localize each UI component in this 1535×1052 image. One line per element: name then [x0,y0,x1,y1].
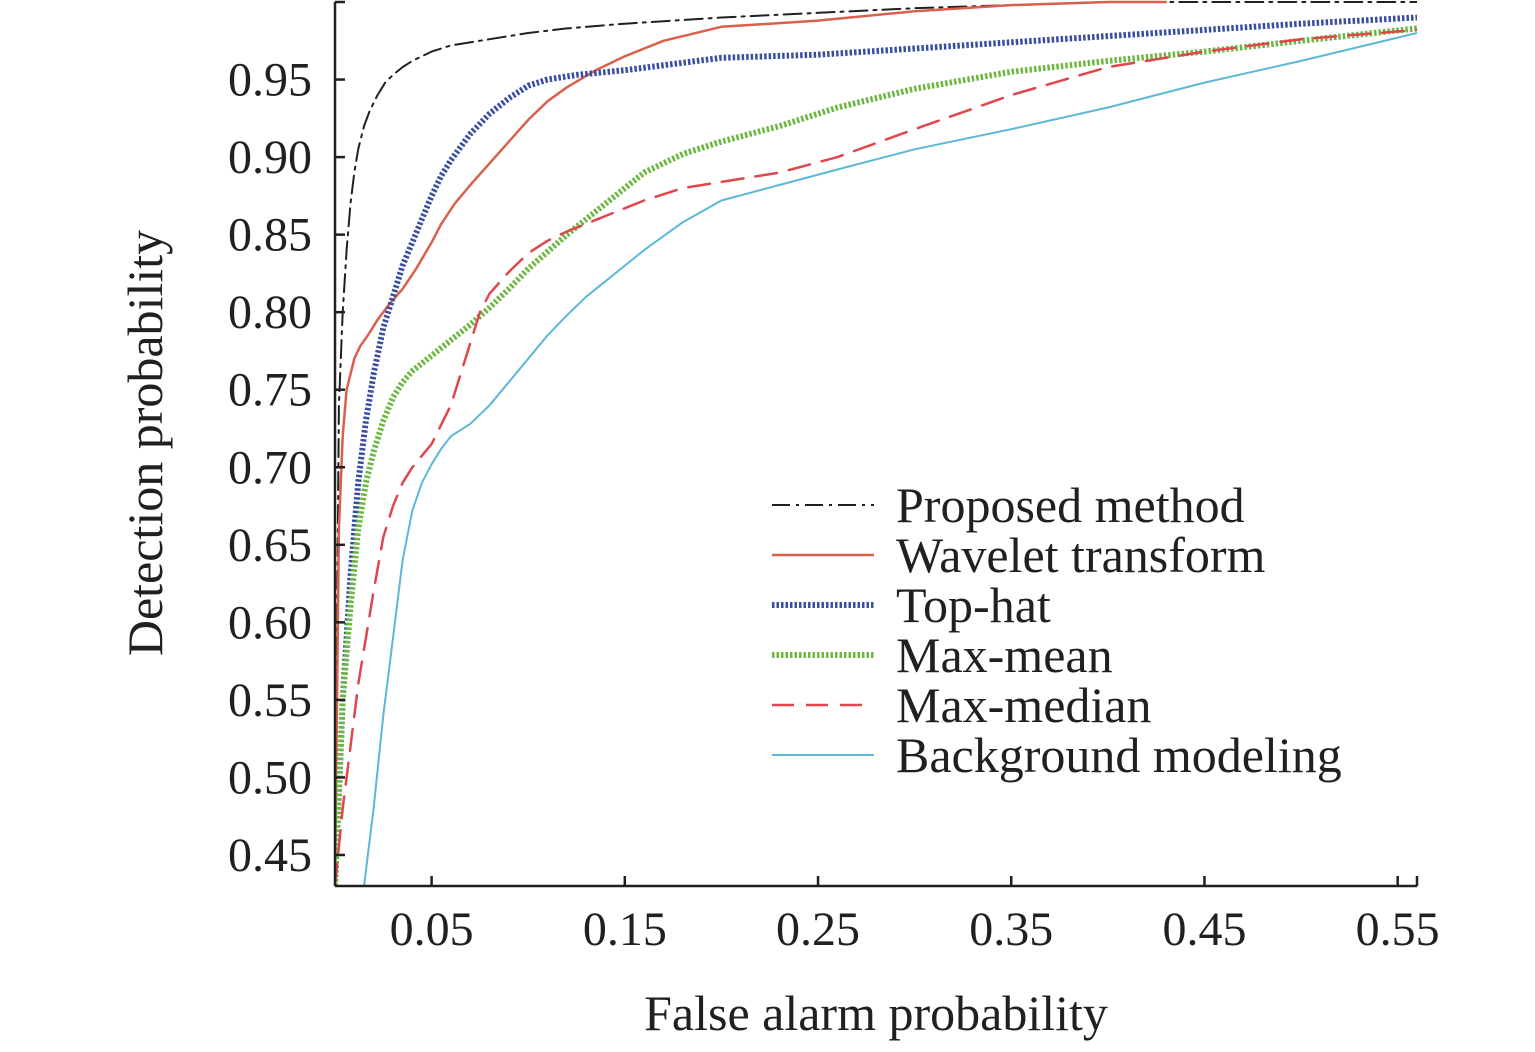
legend-label-max-median: Max-median [896,677,1151,733]
series-line-proposed-method [335,1,1417,886]
y-tick-label: 0.65 [228,519,312,572]
series-line-background-modeling [363,32,1417,886]
x-tick-label: 0.25 [776,903,860,956]
series-line-top-hat [335,14,1417,886]
legend-label-proposed-method: Proposed method [896,477,1245,533]
series-line-wavelet-transform [335,0,1168,886]
legend-label-top-hat: Top-hat [896,577,1051,633]
y-tick-label: 0.80 [228,286,312,339]
series-line-max-mean [335,25,1417,886]
y-ticks: 0.45 0.50 0.55 0.60 0.65 0.70 0.75 0.80 0.85 0.90… [228,54,345,882]
x-tick-label: 0.35 [969,903,1053,956]
legend-label-max-mean: Max-mean [896,627,1113,683]
x-axis-title: False alarm probability [644,985,1108,1041]
x-tick-label: 0.05 [390,903,474,956]
legend-label-background-modeling: Background modeling [896,727,1342,783]
y-tick-label: 0.45 [228,829,312,882]
y-axis-title: Detection probability [117,230,173,656]
y-tick-label: 0.90 [228,131,312,184]
y-tick-label: 0.50 [228,751,312,804]
x-tick-label: 0.45 [1162,903,1246,956]
y-tick-label: 0.95 [228,54,312,107]
y-tick-label: 0.70 [228,441,312,494]
x-tick-label: 0.15 [583,903,667,956]
x-tick-label: 0.55 [1356,903,1440,956]
y-tick-label: 0.60 [228,596,312,649]
y-tick-label: 0.55 [228,674,312,727]
axes-group [333,0,1419,888]
legend-label-wavelet-transform: Wavelet transform [896,527,1266,583]
x-ticks: 0.05 0.15 0.25 0.35 0.45 0.55 [390,876,1440,956]
y-tick-label: 0.75 [228,364,312,417]
series-group [335,0,1417,886]
series-line-max-median [335,28,1417,886]
y-tick-label: 0.85 [228,209,312,262]
